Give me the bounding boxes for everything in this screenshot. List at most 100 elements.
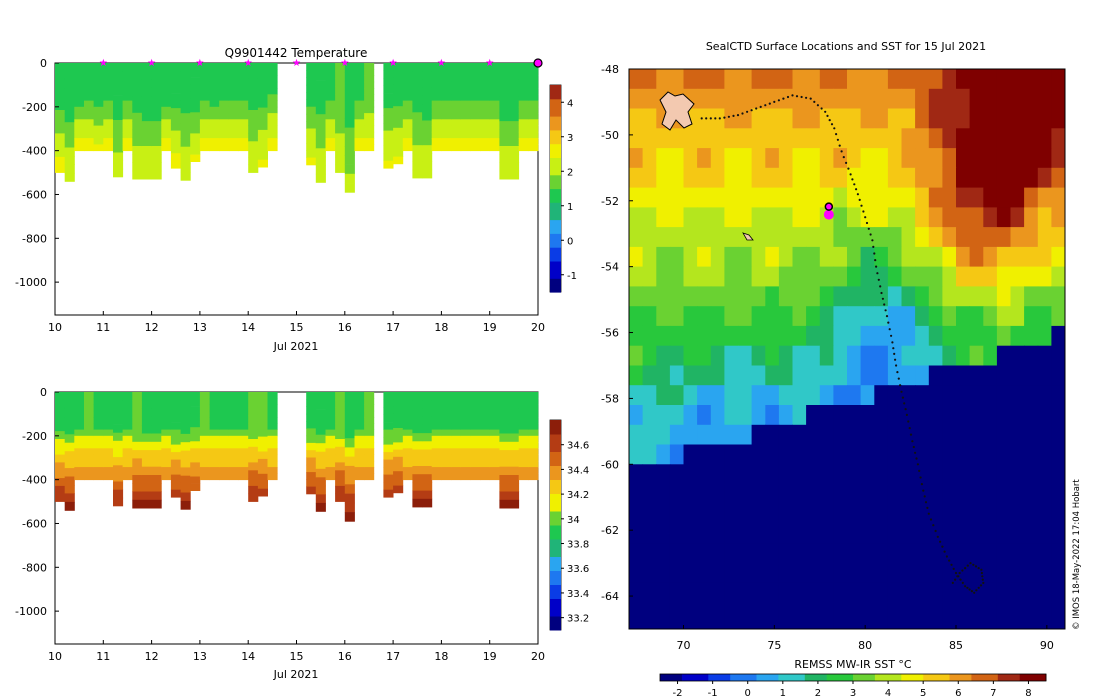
sst-cell bbox=[697, 444, 712, 465]
sst-cell bbox=[738, 187, 753, 208]
sst-colorbar-segment bbox=[730, 674, 736, 681]
sst-cell bbox=[642, 602, 657, 623]
section-cell bbox=[383, 437, 394, 445]
section-cell bbox=[219, 113, 230, 120]
section-cell bbox=[84, 429, 95, 437]
sst-cell bbox=[669, 148, 684, 169]
track-point bbox=[959, 578, 962, 581]
section-cell bbox=[402, 442, 413, 449]
track-point bbox=[741, 112, 744, 115]
section-cell bbox=[238, 138, 249, 145]
track-point bbox=[845, 161, 848, 164]
sst-cell bbox=[683, 246, 698, 268]
section-cell bbox=[190, 154, 201, 162]
section-cell bbox=[509, 162, 520, 172]
section-cell bbox=[509, 458, 520, 468]
section-cell bbox=[480, 138, 491, 145]
section-cell bbox=[122, 144, 133, 152]
section-cell bbox=[431, 448, 442, 455]
section-cell bbox=[190, 105, 201, 113]
section-cell bbox=[199, 392, 210, 399]
sst-colorbar-segment bbox=[918, 674, 924, 681]
sst-cell bbox=[778, 563, 793, 584]
sst-cell bbox=[1024, 385, 1039, 406]
section-cell bbox=[103, 467, 114, 474]
section-cell bbox=[383, 145, 394, 154]
sst-cell bbox=[724, 345, 739, 366]
section-cell bbox=[489, 131, 500, 139]
sst-colorbar-segment bbox=[809, 674, 814, 681]
section-cell bbox=[315, 477, 326, 487]
sst-cell bbox=[983, 325, 998, 347]
track-point bbox=[782, 97, 785, 100]
timestamp-stamp: © IMOS 18-May-2022 17:04 Hobart bbox=[1072, 479, 1082, 630]
section-cell bbox=[93, 138, 104, 145]
sst-cell bbox=[887, 523, 902, 544]
track-point bbox=[980, 568, 983, 571]
sst-cell bbox=[683, 148, 698, 169]
section-cell bbox=[499, 400, 510, 409]
x-tick-label: 10 bbox=[48, 321, 62, 334]
sst-cell bbox=[806, 563, 821, 584]
sst-cell bbox=[656, 622, 671, 629]
sst-cell bbox=[1010, 246, 1025, 268]
section-cell bbox=[141, 416, 152, 426]
section-cell bbox=[344, 438, 355, 448]
track-point bbox=[968, 588, 971, 591]
sst-cell bbox=[833, 207, 848, 228]
colorbar-segment bbox=[550, 437, 561, 442]
sst-cell bbox=[956, 543, 971, 564]
section-cell bbox=[219, 435, 230, 443]
section-cell bbox=[180, 500, 191, 510]
track-point bbox=[958, 571, 961, 575]
track-point bbox=[700, 117, 703, 120]
sst-cell bbox=[860, 345, 875, 366]
section-cell bbox=[422, 63, 433, 72]
section-cell bbox=[528, 429, 539, 437]
sst-cell bbox=[751, 306, 766, 327]
sst-cell bbox=[642, 207, 657, 228]
section-cell bbox=[489, 81, 500, 89]
sst-cell bbox=[847, 345, 862, 366]
sst-colorbar-segment bbox=[927, 674, 933, 681]
section-cell bbox=[161, 435, 172, 443]
section-cell bbox=[383, 93, 394, 101]
sst-cell bbox=[915, 503, 930, 525]
colorbar-segment bbox=[550, 157, 561, 162]
sst-cell bbox=[778, 464, 793, 485]
sst-cell bbox=[1037, 582, 1052, 604]
section-cell bbox=[451, 392, 462, 399]
section-cell bbox=[393, 464, 404, 472]
section-cell bbox=[431, 429, 442, 437]
section-cell bbox=[219, 94, 230, 101]
colorbar-segment bbox=[550, 223, 561, 227]
section-cell bbox=[509, 392, 520, 401]
sst-cell bbox=[738, 444, 753, 465]
section-cell bbox=[93, 473, 104, 481]
sst-cell bbox=[778, 503, 793, 525]
sst-cell bbox=[697, 345, 712, 366]
sst-cell bbox=[697, 405, 712, 426]
section-cell bbox=[219, 467, 230, 474]
sst-cell bbox=[1037, 167, 1052, 189]
track-point bbox=[828, 119, 831, 122]
section-cell bbox=[132, 121, 143, 130]
section-cell bbox=[228, 417, 239, 424]
section-cell bbox=[315, 139, 326, 149]
x-tick-label: 11 bbox=[96, 650, 110, 663]
section-cell bbox=[412, 79, 423, 88]
section-cell bbox=[209, 100, 220, 108]
sst-cell bbox=[1024, 602, 1039, 623]
section-cell bbox=[151, 87, 162, 97]
sst-cell bbox=[792, 582, 807, 604]
sst-cell bbox=[765, 464, 780, 485]
section-cell bbox=[509, 441, 520, 451]
section-cell bbox=[180, 121, 191, 131]
section-cell bbox=[344, 502, 355, 513]
sst-cell bbox=[956, 266, 971, 287]
sst-cell bbox=[928, 88, 943, 110]
section-cell bbox=[489, 63, 500, 70]
sst-cell bbox=[806, 484, 821, 505]
sst-cell bbox=[765, 227, 780, 248]
section-cell bbox=[325, 106, 336, 114]
